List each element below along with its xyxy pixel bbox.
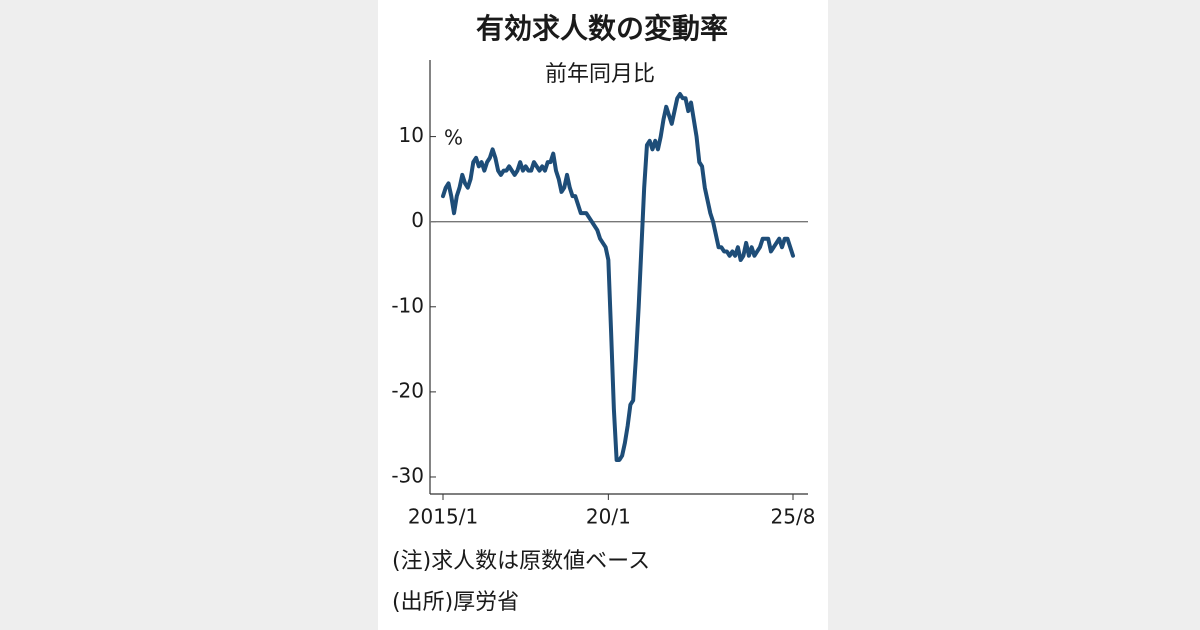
line — [441, 92, 795, 462]
y-tick-label: -20 — [391, 378, 424, 402]
chart-title: 有効求人数の変動率 — [476, 12, 728, 45]
note: (注)求人数は原数値ベース — [392, 549, 650, 574]
x-tick-label: 25/8 — [771, 505, 816, 529]
x-tick-label: 2015/1 — [408, 505, 478, 529]
y-tick-label: -30 — [391, 463, 424, 487]
source: (出所)厚労省 — [392, 590, 519, 615]
x-tick-label: 20/1 — [586, 505, 631, 529]
panel — [378, 0, 828, 630]
y-tick-label: 0 — [411, 208, 424, 232]
chart-subtitle: 前年同月比 — [545, 62, 655, 87]
unit-label: % — [444, 126, 463, 150]
y-tick-label: 10 — [399, 123, 424, 147]
y-tick-label: -10 — [391, 293, 424, 317]
